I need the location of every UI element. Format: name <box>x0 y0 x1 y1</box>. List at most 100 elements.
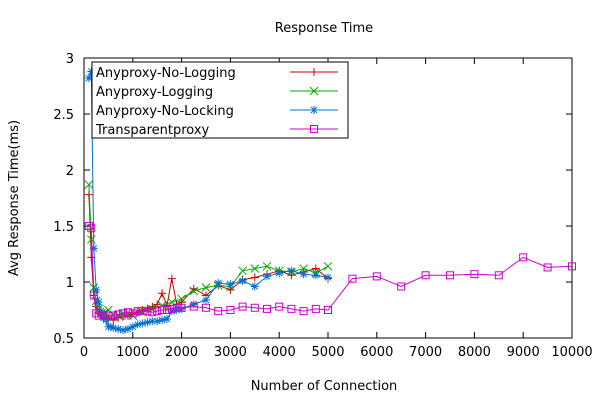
legend-label: Anyproxy-Logging <box>96 85 213 100</box>
series-line <box>88 225 573 317</box>
data-point <box>348 274 357 283</box>
data-point <box>114 325 123 334</box>
data-point <box>177 303 186 312</box>
data-point <box>167 304 176 313</box>
chart-title: Response Time <box>275 21 373 36</box>
data-point <box>143 307 152 316</box>
x-axis: 0 1000 2000 3000 4000 5000 6000 7000 8000 9000 100… <box>80 58 593 360</box>
x-tick-label: 7000 <box>409 345 442 360</box>
data-point <box>128 309 137 318</box>
data-point <box>275 269 284 278</box>
data-point <box>226 280 235 289</box>
data-point <box>138 307 147 316</box>
series-layer <box>84 67 576 335</box>
y-axis-title: Avg Response Time(ms) <box>7 120 22 276</box>
x-tick-label: 4000 <box>263 345 296 360</box>
data-point <box>87 67 96 76</box>
data-point <box>89 291 98 300</box>
data-point <box>167 307 176 316</box>
data-point <box>123 308 132 317</box>
data-point <box>311 304 320 313</box>
data-point <box>299 307 308 316</box>
data-point <box>84 222 93 230</box>
data-point <box>172 306 181 314</box>
data-point <box>226 306 235 314</box>
legend-box <box>91 61 349 139</box>
data-point <box>123 325 132 334</box>
x-tick-label: 6000 <box>360 345 393 360</box>
data-point <box>262 261 272 271</box>
data-point <box>202 295 210 304</box>
data-point <box>446 271 454 280</box>
data-point <box>99 311 108 320</box>
data-point <box>397 282 406 291</box>
data-point <box>238 276 247 285</box>
data-point <box>92 285 101 294</box>
data-point <box>162 306 171 314</box>
data-point <box>470 270 479 279</box>
data-point <box>119 326 128 335</box>
y-tick-label: 2.5 <box>53 108 74 123</box>
data-point <box>143 318 152 327</box>
data-point <box>263 272 271 281</box>
data-point <box>89 244 98 253</box>
series-line <box>88 194 329 321</box>
data-point <box>148 317 157 326</box>
data-point <box>287 304 296 313</box>
data-point <box>177 304 186 313</box>
x-tick-label: 3000 <box>214 345 247 360</box>
data-point <box>158 316 167 325</box>
data-point <box>250 303 259 312</box>
data-point <box>133 320 142 329</box>
data-point <box>324 306 332 314</box>
data-point <box>109 311 118 320</box>
data-point <box>104 311 113 320</box>
data-point <box>238 302 247 311</box>
data-point <box>167 297 177 307</box>
data-point <box>148 308 157 317</box>
data-point <box>323 261 333 271</box>
legend-label: Anyproxy-No-Logging <box>96 66 236 81</box>
x-tick-label: 8000 <box>458 345 491 360</box>
data-point <box>421 271 430 280</box>
legend-marker <box>310 125 318 133</box>
x-tick-label: 5000 <box>311 345 344 360</box>
data-point <box>128 322 137 331</box>
data-point <box>189 302 198 311</box>
y-tick-label: 3 <box>66 52 74 67</box>
data-point <box>101 316 110 325</box>
data-point <box>372 272 381 281</box>
data-point <box>94 311 103 320</box>
data-point <box>275 302 284 311</box>
data-point <box>158 306 167 314</box>
legend-label: Transparentproxy <box>95 123 210 138</box>
data-point <box>568 262 576 271</box>
data-point <box>167 274 176 283</box>
data-point <box>238 266 247 276</box>
data-point <box>97 307 106 316</box>
y-tick-label: 2 <box>66 164 74 179</box>
data-point <box>162 314 171 323</box>
data-point <box>109 323 118 332</box>
data-point <box>324 273 332 282</box>
data-point <box>311 271 320 280</box>
data-point <box>250 264 260 273</box>
legend-label: Anyproxy-No-Locking <box>96 104 234 119</box>
y-tick-label: 1 <box>66 276 74 291</box>
data-point <box>153 307 162 316</box>
data-point <box>214 279 223 288</box>
data-point <box>189 300 198 309</box>
x-axis-title: Number of Connection <box>251 379 398 394</box>
data-point <box>519 253 528 262</box>
data-point <box>138 319 147 328</box>
data-point <box>114 310 123 319</box>
x-tick-label: 10000 <box>551 345 592 360</box>
data-point <box>494 271 503 280</box>
series-2 <box>84 67 332 335</box>
data-point <box>189 286 199 296</box>
data-point <box>250 282 259 291</box>
data-point <box>311 264 320 273</box>
data-point <box>172 303 181 312</box>
data-point <box>177 294 186 304</box>
